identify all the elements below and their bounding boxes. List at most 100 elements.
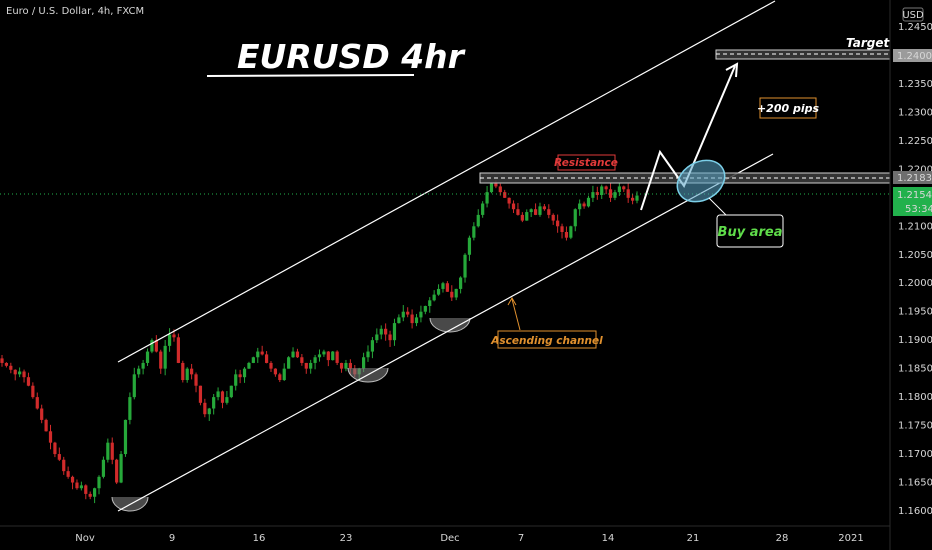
- candle-down: [556, 220, 560, 227]
- candle-down: [62, 459, 66, 472]
- candle-down: [273, 368, 278, 375]
- candle-up: [366, 351, 370, 358]
- time-tick-label: 2021: [838, 533, 863, 544]
- candle-down: [326, 351, 330, 361]
- candle-down: [238, 374, 242, 378]
- candle-down: [503, 192, 507, 198]
- candle-down: [84, 485, 88, 494]
- candle-down: [172, 334, 176, 338]
- candle-up: [525, 212, 529, 221]
- candle-up: [145, 351, 150, 363]
- countdown-label: 53:34: [905, 204, 932, 215]
- title-underline: [206, 74, 415, 77]
- candle-up: [375, 334, 379, 341]
- candle-up: [459, 277, 463, 289]
- price-tick-label: 1.21000: [898, 221, 932, 232]
- price-axis[interactable]: USD 1.24500 1.24000 1.23500 1.23000 1.22500 1…: [889, 0, 932, 550]
- candle-up: [489, 183, 494, 193]
- candle-up: [163, 345, 167, 369]
- candle-up: [150, 340, 154, 352]
- symbol-title: Euro / U.S. Dollar, 4h, FXCM: [6, 6, 144, 17]
- candle-down: [44, 419, 48, 432]
- time-tick-label: 14: [602, 533, 615, 544]
- candle-up: [207, 408, 211, 415]
- candle-up: [229, 385, 233, 398]
- candle-down: [547, 209, 551, 215]
- candle-down: [348, 362, 352, 369]
- candle-down: [304, 362, 308, 369]
- candle-down: [154, 340, 158, 352]
- candle-up: [423, 306, 427, 312]
- candle-down: [115, 459, 119, 483]
- candle-up: [613, 192, 617, 198]
- channel-label: Ascending channel: [490, 335, 603, 347]
- candle-up: [291, 351, 295, 358]
- time-axis[interactable]: Nov 9 16 23 Dec 7 14 21 28 2021: [0, 525, 890, 544]
- candle-up: [441, 283, 445, 289]
- candle-up: [361, 357, 366, 369]
- time-tick-label: 23: [340, 533, 353, 544]
- candle-up: [397, 317, 401, 324]
- candle-up: [467, 237, 472, 255]
- candle-up: [123, 419, 128, 455]
- buy-area-label-box: [716, 214, 784, 248]
- candle-down: [384, 328, 388, 335]
- current-price-tag: [893, 187, 932, 216]
- candle-down: [181, 362, 185, 381]
- time-ticks: Nov 9 16 23 Dec 7 14 21 28 2021: [75, 533, 863, 544]
- candle-down: [630, 197, 635, 201]
- candle-down: [176, 337, 180, 363]
- target-price-tag: [893, 49, 932, 62]
- candle-down: [507, 197, 511, 204]
- price-tick-label: 1.19000: [898, 335, 932, 346]
- candle-down: [264, 354, 269, 363]
- price-tick-label: 1.24500: [898, 22, 932, 33]
- candle-down: [269, 362, 273, 369]
- pips-label-box: [759, 97, 817, 119]
- candle-up: [463, 254, 467, 278]
- candle-up: [167, 334, 172, 346]
- candle-down: [88, 493, 92, 497]
- resistance-price-label: 1.21836: [897, 173, 932, 184]
- candle-down: [75, 482, 79, 489]
- candle-up: [414, 317, 419, 324]
- candle-up: [578, 203, 582, 210]
- target-price-label: 1.24000: [897, 51, 932, 62]
- candle-up: [392, 323, 397, 341]
- candle-down: [190, 368, 194, 375]
- candle-up: [322, 351, 326, 355]
- candle-down: [70, 476, 75, 483]
- candle-down: [622, 186, 626, 190]
- candle-up: [256, 351, 260, 358]
- candle-up: [101, 459, 106, 477]
- candle-down: [0, 358, 4, 363]
- candle-up: [225, 397, 229, 403]
- candle-up: [573, 209, 577, 227]
- candle-up: [287, 357, 291, 369]
- candle-down: [22, 371, 26, 378]
- candle-up: [216, 391, 220, 398]
- candle-up: [454, 288, 458, 298]
- candle-down: [57, 454, 61, 460]
- candle-down: [410, 314, 414, 324]
- candle-down: [604, 186, 608, 190]
- resistance-label: Resistance: [554, 157, 618, 169]
- candle-down: [498, 186, 502, 193]
- channel-pointer: [511, 298, 521, 331]
- time-tick-label: 21: [687, 533, 700, 544]
- candle-down: [26, 377, 31, 386]
- candle-up: [119, 454, 123, 483]
- candle-down: [339, 362, 344, 369]
- currency-badge[interactable]: [902, 7, 924, 22]
- candle-down: [203, 402, 207, 415]
- candle-up: [106, 442, 110, 460]
- candle-up: [485, 192, 489, 204]
- price-tick-label: 1.18000: [898, 392, 932, 403]
- candle-down: [48, 431, 53, 443]
- target-label: Target: [846, 36, 891, 50]
- candle-up: [79, 485, 83, 489]
- candle-down: [560, 226, 564, 232]
- candle-down: [35, 397, 39, 409]
- candle-down: [564, 231, 569, 238]
